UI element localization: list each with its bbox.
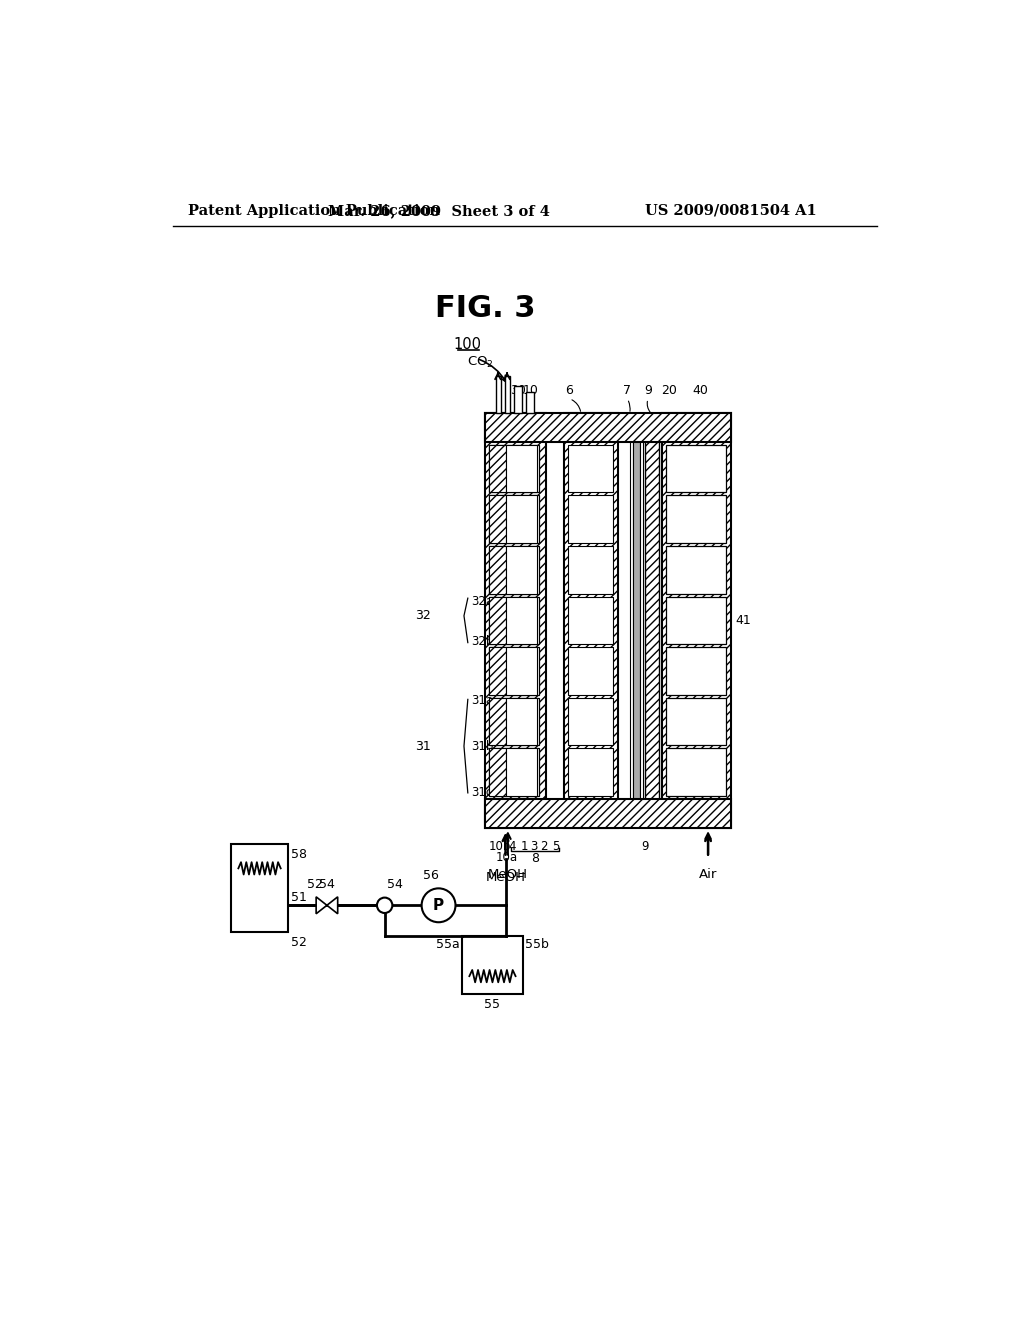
Bar — [488, 445, 506, 492]
Bar — [666, 698, 726, 746]
Text: 9: 9 — [641, 840, 648, 853]
Bar — [568, 698, 612, 746]
Circle shape — [422, 888, 456, 923]
Bar — [488, 546, 506, 594]
Text: US 2009/0081504 A1: US 2009/0081504 A1 — [645, 203, 817, 218]
Text: 31c: 31c — [471, 787, 493, 800]
Bar — [634, 416, 640, 825]
Bar — [506, 546, 538, 594]
Bar — [506, 495, 538, 543]
Text: 10a: 10a — [496, 850, 517, 863]
Bar — [645, 416, 658, 825]
Text: 5: 5 — [552, 840, 559, 853]
Bar — [488, 495, 539, 543]
Text: 3: 3 — [530, 840, 538, 853]
Text: 55a: 55a — [436, 937, 460, 950]
Text: 52: 52 — [292, 936, 307, 949]
Bar — [564, 412, 617, 829]
Text: 20: 20 — [662, 384, 678, 397]
Bar — [506, 748, 538, 796]
Bar — [506, 647, 538, 694]
Bar — [488, 698, 539, 746]
Bar — [488, 445, 539, 492]
Bar — [484, 412, 547, 829]
Bar — [630, 416, 633, 825]
Bar — [488, 647, 539, 694]
Text: 51: 51 — [292, 891, 307, 904]
Text: 32: 32 — [415, 610, 431, 622]
Text: 4: 4 — [509, 840, 516, 853]
Bar — [568, 597, 612, 644]
Text: 9: 9 — [644, 384, 652, 397]
Bar — [640, 416, 643, 825]
Text: 56: 56 — [423, 869, 439, 882]
Text: 2: 2 — [541, 840, 548, 853]
Bar — [568, 445, 612, 492]
Bar — [514, 385, 521, 413]
Bar — [488, 647, 506, 694]
Bar — [666, 546, 726, 594]
Text: 30: 30 — [510, 384, 525, 397]
Text: 8: 8 — [531, 853, 540, 865]
Text: FIG. 3: FIG. 3 — [435, 294, 536, 323]
Bar — [505, 376, 510, 412]
Text: 6: 6 — [565, 384, 573, 397]
Text: 40: 40 — [692, 384, 709, 397]
Text: 32a: 32a — [471, 595, 493, 607]
Bar — [568, 748, 612, 796]
Polygon shape — [327, 896, 338, 913]
Bar — [666, 495, 726, 543]
Text: 32b: 32b — [471, 635, 494, 648]
Bar — [666, 445, 726, 492]
Text: 54: 54 — [387, 878, 402, 891]
Text: 7: 7 — [624, 384, 631, 397]
Bar — [666, 748, 726, 796]
Text: 100: 100 — [453, 337, 481, 352]
Bar — [526, 392, 535, 412]
Bar — [488, 495, 506, 543]
Text: 31: 31 — [415, 739, 431, 752]
Text: MeOH: MeOH — [487, 869, 527, 882]
Text: 41: 41 — [736, 614, 752, 627]
Text: 10: 10 — [523, 384, 539, 397]
Text: Air: Air — [698, 869, 717, 882]
Text: 55: 55 — [484, 998, 501, 1011]
Text: 58: 58 — [292, 847, 307, 861]
Text: 55b: 55b — [524, 937, 549, 950]
Bar — [666, 597, 726, 644]
Bar — [568, 495, 612, 543]
Bar — [230, 843, 289, 932]
Text: Patent Application Publication: Patent Application Publication — [188, 203, 440, 218]
Circle shape — [377, 898, 392, 913]
Text: 31b: 31b — [471, 739, 494, 752]
Bar — [568, 546, 612, 594]
Bar — [662, 412, 731, 829]
Bar — [488, 597, 506, 644]
Bar — [568, 647, 612, 694]
Text: 31a: 31a — [471, 694, 493, 708]
Bar — [506, 445, 538, 492]
Text: Mar. 26, 2009  Sheet 3 of 4: Mar. 26, 2009 Sheet 3 of 4 — [328, 203, 550, 218]
Bar — [484, 799, 731, 829]
Bar — [488, 597, 539, 644]
Bar — [462, 936, 523, 994]
Bar — [484, 412, 731, 442]
Bar — [488, 748, 539, 796]
Text: 52: 52 — [307, 878, 323, 891]
Polygon shape — [316, 896, 327, 913]
Bar — [666, 647, 726, 694]
Bar — [488, 698, 506, 746]
Bar — [488, 546, 539, 594]
Bar — [488, 748, 506, 796]
Text: MeOH: MeOH — [485, 871, 525, 883]
Bar — [496, 376, 501, 412]
Text: 1: 1 — [520, 840, 527, 853]
Text: 54: 54 — [318, 878, 335, 891]
Text: 10b: 10b — [489, 840, 511, 853]
Bar — [506, 597, 538, 644]
Text: CO$_2$: CO$_2$ — [467, 355, 494, 370]
Bar — [506, 698, 538, 746]
Text: P: P — [433, 898, 444, 913]
